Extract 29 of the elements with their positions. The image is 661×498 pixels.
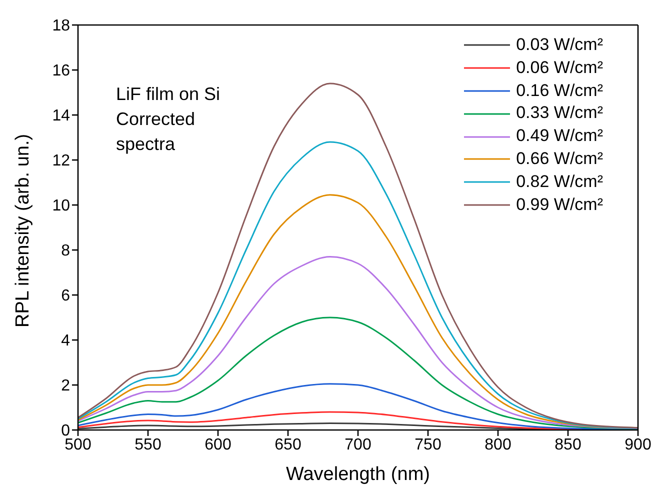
x-tick-label: 600 bbox=[204, 436, 232, 454]
legend-label: 0.03 W/cm² bbox=[516, 34, 603, 56]
x-axis-title: Wavelength (nm) bbox=[286, 464, 430, 485]
y-tick-label: 4 bbox=[61, 332, 70, 350]
legend-label: 0.06 W/cm² bbox=[516, 56, 603, 79]
legend-label: 0.16 W/cm² bbox=[516, 80, 603, 102]
y-axis-title: RPL intensity (arb. un.) bbox=[12, 134, 34, 328]
legend-label: 0.66 W/cm² bbox=[516, 148, 603, 170]
legend-label: 0.99 W/cm² bbox=[516, 194, 603, 216]
x-tick-label: 800 bbox=[484, 436, 512, 454]
x-tick-label: 650 bbox=[274, 436, 302, 454]
y-tick-label: 8 bbox=[61, 242, 70, 260]
y-tick-label: 6 bbox=[61, 288, 70, 305]
y-tick-label: 10 bbox=[52, 198, 70, 215]
annotation: LiF film on Si Corrected spectra bbox=[116, 84, 220, 154]
y-tick-label: 18 bbox=[52, 18, 70, 35]
y-tick-label: 14 bbox=[52, 108, 70, 125]
y-tick-label: 16 bbox=[52, 62, 70, 80]
y-tick-label: 2 bbox=[61, 378, 70, 395]
legend-label: 0.82 W/cm² bbox=[516, 170, 603, 193]
y-tick-label: 12 bbox=[52, 152, 70, 170]
x-tick-label: 750 bbox=[414, 436, 442, 454]
x-tick-label: 900 bbox=[624, 436, 652, 454]
legend-label: 0.33 W/cm² bbox=[516, 102, 603, 124]
legend-label: 0.49 W/cm² bbox=[516, 125, 603, 148]
line-series bbox=[78, 82, 638, 428]
x-tick-label: 700 bbox=[344, 436, 372, 454]
x-tick-label: 850 bbox=[554, 436, 582, 454]
x-tick-label: 550 bbox=[134, 436, 162, 454]
